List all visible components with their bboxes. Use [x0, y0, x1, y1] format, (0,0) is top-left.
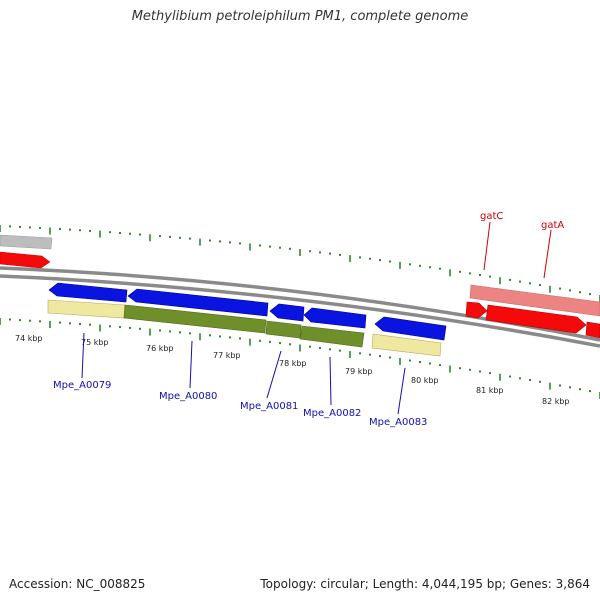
red-cds-left[interactable]	[0, 251, 51, 269]
cog-feature-mpe-a0081[interactable]	[265, 320, 302, 339]
connector-mpe-a0083	[397, 367, 406, 415]
cog-feature-mpe-a0082[interactable]	[299, 325, 365, 348]
gene-label-mpe-a0079[interactable]: Mpe_A0079	[53, 380, 111, 391]
gene-label-mpe-a0081[interactable]: Mpe_A0081	[240, 401, 298, 412]
cds-mpe-a0079[interactable]	[48, 282, 128, 303]
cds-right-edge[interactable]	[585, 321, 600, 339]
gene-label-mpe-a0082[interactable]: Mpe_A0082	[303, 408, 361, 419]
scale-label-81kbp: 81 kbp	[476, 386, 504, 395]
cds-mpe-a0082[interactable]	[303, 307, 367, 329]
scale-label-82kbp: 82 kbp	[542, 397, 570, 406]
scale-label-77kbp: 77 kbp	[213, 351, 241, 360]
connector-gatc	[483, 221, 491, 271]
connector-mpe-a0079	[81, 332, 85, 379]
cog-feature-mpe-a0080[interactable]	[123, 304, 267, 334]
pink-feature-gatc-gata[interactable]	[469, 284, 600, 317]
cds-mpe-a0080[interactable]	[127, 288, 269, 317]
connector-mpe-a0080	[189, 340, 193, 389]
connector-gata	[543, 229, 552, 279]
scale-label-76kbp: 76 kbp	[146, 344, 174, 353]
cds-mpe-a0081[interactable]	[269, 303, 305, 322]
cds-mpe-a0083[interactable]	[374, 316, 447, 341]
gene-label-gata[interactable]: gatA	[541, 220, 564, 231]
accession-label: Accession: NC_008825	[9, 577, 146, 591]
cds-gatc[interactable]	[465, 301, 488, 319]
map-title: Methylibium petroleiphilum PM1, complete…	[131, 9, 469, 24]
tick-marks	[0, 225, 600, 399]
scale-label-78kbp: 78 kbp	[279, 359, 307, 368]
gene-label-mpe-a0080[interactable]: Mpe_A0080	[159, 391, 217, 402]
gene-label-mpe-a0083[interactable]: Mpe_A0083	[369, 417, 427, 428]
scale-label-75kbp: 75 kbp	[81, 338, 109, 347]
connector-mpe-a0082	[329, 356, 332, 406]
cds-gata[interactable]	[485, 304, 587, 334]
grey-feature-left[interactable]	[0, 234, 53, 250]
genome-stats: Topology: circular; Length: 4,044,195 bp…	[260, 577, 590, 591]
cog-feature-mpe-a0083[interactable]	[371, 333, 442, 357]
scale-label-79kbp: 79 kbp	[345, 367, 373, 376]
scale-label-74kbp: 74 kbp	[15, 334, 43, 343]
cog-feature-mpe-a0079[interactable]	[47, 299, 126, 319]
backbone-inner-strand	[0, 274, 600, 348]
gene-label-gatc[interactable]: gatC	[480, 211, 503, 222]
connector-mpe-a0081	[266, 350, 282, 399]
scale-label-80kbp: 80 kbp	[411, 376, 439, 385]
